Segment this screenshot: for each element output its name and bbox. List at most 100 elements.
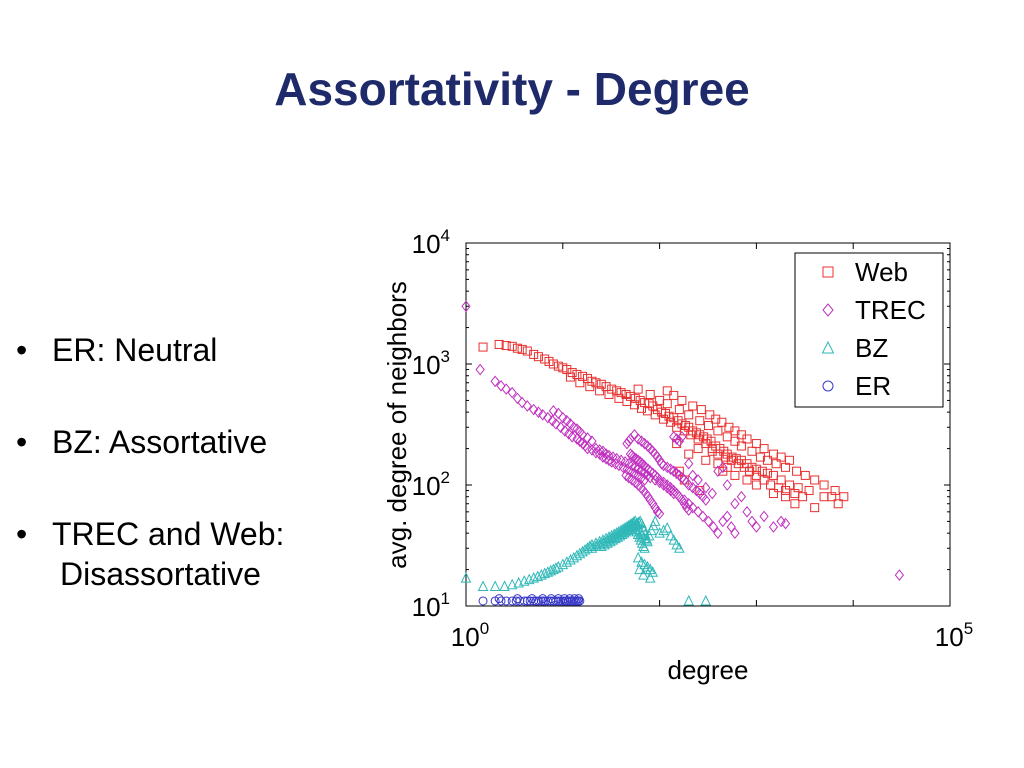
- data-point: [684, 497, 694, 510]
- data-point: [647, 519, 659, 531]
- data-point: [616, 528, 628, 539]
- data-point: [707, 444, 717, 454]
- data-point: [644, 571, 656, 583]
- data-point: [718, 466, 728, 476]
- data-point: [536, 568, 547, 580]
- data-point: [664, 411, 674, 421]
- data-point: [558, 596, 568, 606]
- data-point: [512, 392, 523, 405]
- y-tick-label: 103: [412, 347, 450, 380]
- data-point: [585, 382, 595, 392]
- data-point: [757, 466, 767, 476]
- data-point: [628, 516, 640, 527]
- data-point: [603, 534, 615, 545]
- data-point: [688, 401, 698, 411]
- data-point: [590, 537, 602, 548]
- data-point: [522, 596, 532, 606]
- data-point: [810, 503, 820, 513]
- data-point: [608, 528, 620, 539]
- data-point: [679, 474, 689, 486]
- data-point: [548, 405, 559, 417]
- data-point: [489, 580, 501, 591]
- data-point: [565, 594, 575, 604]
- data-point: [642, 560, 653, 572]
- data-point: [688, 481, 698, 494]
- data-point: [701, 481, 711, 494]
- data-point: [751, 439, 761, 449]
- data-point: [634, 515, 646, 526]
- data-point: [590, 540, 602, 552]
- data-point: [665, 529, 676, 541]
- data-point: [527, 594, 537, 604]
- data-point: [713, 459, 723, 469]
- data-point: [657, 407, 667, 417]
- data-point: [622, 524, 634, 536]
- data-point: [627, 474, 637, 486]
- data-point: [565, 372, 575, 382]
- data-point: [747, 446, 757, 456]
- data-point: [638, 568, 649, 580]
- data-point: [633, 384, 643, 394]
- data-point: [558, 363, 568, 373]
- data-point: [547, 414, 557, 427]
- data-point: [538, 409, 548, 421]
- data-point: [602, 537, 613, 548]
- data-point: [730, 470, 740, 480]
- data-point: [507, 386, 517, 399]
- data-point: [641, 487, 651, 500]
- data-point: [645, 524, 657, 536]
- legend-label: TREC: [855, 295, 926, 325]
- data-point: [569, 421, 579, 434]
- data-point: [684, 457, 694, 470]
- data-point: [643, 463, 653, 476]
- data-point: [625, 522, 637, 533]
- data-point: [625, 433, 636, 445]
- data-point: [747, 462, 757, 472]
- data-point: [751, 521, 762, 533]
- data-point: [652, 405, 662, 415]
- data-point: [639, 467, 650, 480]
- data-point: [657, 457, 667, 470]
- data-point: [722, 462, 732, 472]
- data-point: [603, 531, 615, 542]
- data-point: [529, 403, 539, 416]
- data-point: [548, 563, 559, 575]
- data-point: [674, 542, 685, 553]
- data-point: [658, 459, 669, 472]
- data-point: [693, 506, 703, 518]
- data-point: [635, 534, 647, 545]
- x-tick-label: 105: [935, 619, 973, 652]
- data-point: [722, 479, 732, 491]
- bullet-text: BZ: Assortative: [52, 424, 268, 460]
- data-point: [507, 596, 517, 606]
- data-point: [475, 363, 485, 376]
- data-point: [759, 510, 769, 523]
- data-point: [571, 549, 583, 561]
- data-point: [632, 517, 643, 529]
- data-point: [736, 430, 746, 440]
- data-point: [726, 455, 736, 465]
- data-point: [513, 576, 524, 588]
- data-point: [666, 417, 676, 427]
- data-point: [677, 419, 687, 429]
- data-point: [635, 456, 645, 468]
- bullet-text: TREC and Web:: [52, 516, 285, 552]
- data-point: [612, 531, 624, 542]
- data-point: [658, 479, 669, 491]
- data-point: [613, 525, 625, 537]
- data-point: [538, 596, 548, 606]
- data-point: [745, 466, 755, 476]
- data-point: [711, 441, 721, 451]
- data-point: [695, 486, 705, 496]
- data-point: [538, 594, 548, 604]
- data-point: [700, 594, 712, 606]
- data-point: [607, 456, 617, 468]
- data-point: [696, 405, 706, 415]
- data-point: [496, 596, 506, 606]
- data-point: [742, 506, 752, 518]
- data-point: [698, 510, 708, 523]
- data-point: [650, 448, 660, 460]
- bullet-continuation: Disassortative: [60, 556, 261, 592]
- slide-title: Assortativity - Degree: [274, 63, 750, 115]
- data-point: [557, 558, 569, 570]
